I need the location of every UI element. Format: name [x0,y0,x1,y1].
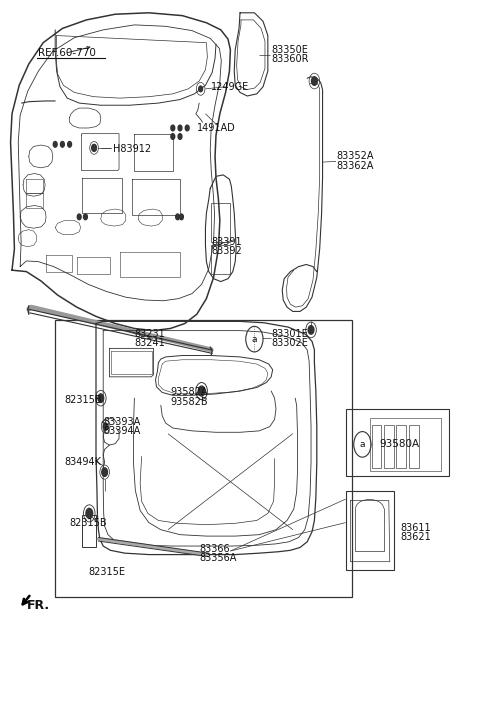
Text: a: a [360,440,365,449]
Text: 93580A: 93580A [379,439,420,449]
Text: 83302E: 83302E [271,338,308,348]
Text: 83356A: 83356A [199,553,237,563]
Bar [370,418,441,471]
Bar [384,425,394,468]
Text: 83350E: 83350E [271,45,308,55]
Text: 83366: 83366 [199,544,230,554]
Bar [55,320,352,597]
Circle shape [102,468,108,476]
Text: 83392: 83392 [211,246,242,256]
Text: 82315B: 82315B [65,395,102,405]
Circle shape [92,144,96,151]
Bar [82,515,96,547]
Text: 83393A: 83393A [103,417,141,427]
Circle shape [198,386,205,396]
Text: 83362A: 83362A [336,161,373,171]
Circle shape [103,423,108,430]
Text: 93582A: 93582A [170,387,208,397]
Text: 83360R: 83360R [271,54,309,64]
Text: 83241: 83241 [134,338,165,348]
Text: 83621: 83621 [401,532,432,542]
Circle shape [176,214,180,220]
Text: 82315B: 82315B [70,518,107,528]
Text: 83231: 83231 [134,329,165,339]
Circle shape [308,326,314,334]
Text: FR.: FR. [26,599,49,612]
Bar [211,203,230,242]
Circle shape [180,214,183,220]
Bar [396,425,406,468]
Bar [372,425,381,468]
Text: 83301E: 83301E [271,329,308,339]
Text: 82315E: 82315E [89,567,126,577]
Circle shape [68,141,72,147]
Circle shape [185,125,189,131]
Circle shape [77,214,81,220]
Text: 83611: 83611 [401,523,432,533]
Circle shape [199,86,203,92]
Circle shape [86,508,93,518]
Circle shape [178,125,182,131]
Circle shape [178,134,182,139]
Circle shape [171,125,175,131]
Text: 1249GE: 1249GE [211,82,250,92]
Bar [346,491,394,570]
Bar [211,245,230,274]
Text: 83391: 83391 [211,237,242,247]
Text: a: a [252,335,257,343]
Bar [409,425,419,468]
Circle shape [98,394,104,402]
Text: 1491AD: 1491AD [197,123,236,133]
Circle shape [171,134,175,139]
Bar [346,409,449,476]
Circle shape [84,214,87,220]
Text: 83494K: 83494K [65,457,102,467]
Text: 93582B: 93582B [170,397,208,407]
Text: 83394A: 83394A [103,426,141,436]
Text: H83912: H83912 [113,144,151,154]
Circle shape [312,77,317,85]
Circle shape [53,141,57,147]
Circle shape [60,141,64,147]
Text: 83352A: 83352A [336,151,373,161]
Text: REF.60-770: REF.60-770 [38,48,96,58]
